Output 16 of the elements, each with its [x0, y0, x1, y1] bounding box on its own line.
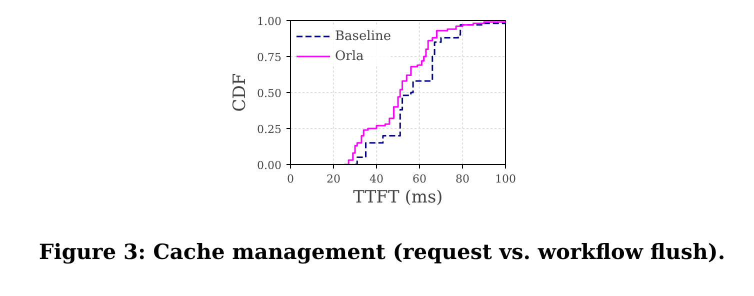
y-tick-label: 0.75: [257, 51, 282, 64]
x-axis-title: TTFT (ms): [353, 188, 443, 208]
legend-label: Orla: [335, 48, 364, 64]
legend-label: Baseline: [335, 28, 392, 44]
x-tick-label: 40: [370, 172, 384, 186]
x-tick-label: 0: [287, 172, 294, 186]
y-tick-label: 0.25: [257, 123, 282, 136]
y-axis-title: CDF: [230, 73, 250, 112]
x-tick-label: 20: [326, 172, 340, 186]
x-tick-label: 80: [456, 172, 470, 186]
x-tick-label: 60: [412, 172, 426, 186]
text: Figure 3: Cache management (request vs. workflow flush).: [38, 238, 726, 266]
y-tick-label: 1.00: [257, 15, 282, 28]
x-tick-label: 100: [495, 172, 516, 186]
y-tick-label: 0.50: [257, 87, 282, 100]
y-tick-label: 0.00: [257, 159, 282, 172]
